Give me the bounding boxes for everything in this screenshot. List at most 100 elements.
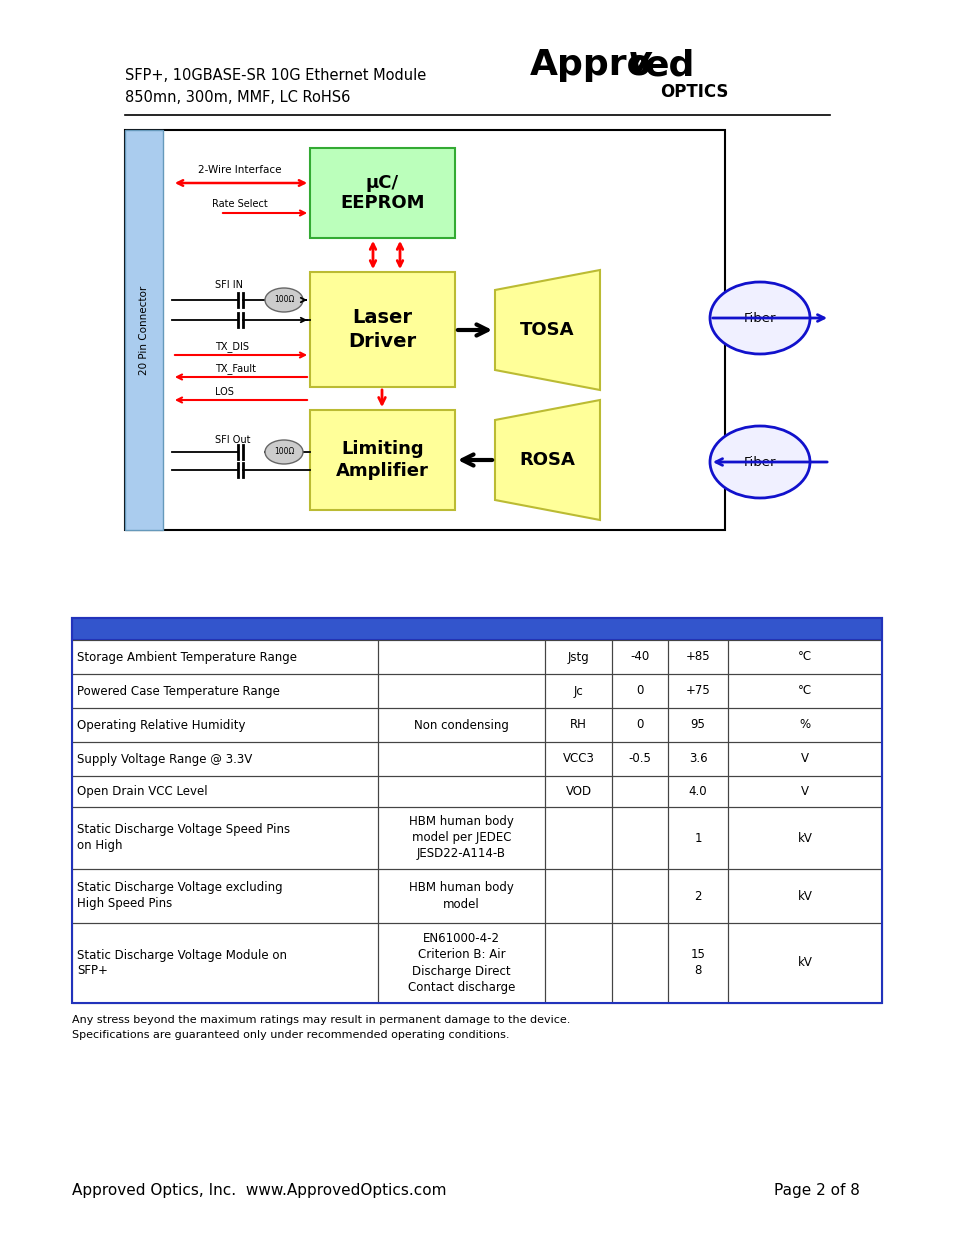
- Bar: [727, 742, 882, 776]
- Bar: [310, 148, 455, 238]
- Text: V: V: [801, 785, 808, 798]
- Bar: [544, 640, 612, 674]
- Bar: [612, 776, 667, 806]
- Bar: [612, 869, 667, 923]
- Bar: [667, 923, 727, 1003]
- Text: Operating Relative Humidity: Operating Relative Humidity: [77, 719, 245, 731]
- Text: VOD: VOD: [565, 785, 591, 798]
- Text: HBM human body
model per JEDEC
JESD22-A114-B: HBM human body model per JEDEC JESD22-A1…: [409, 815, 514, 861]
- Text: ROSA: ROSA: [519, 451, 575, 469]
- Text: RH: RH: [570, 719, 586, 731]
- Text: 95: 95: [690, 719, 704, 731]
- Bar: [71, 742, 882, 776]
- Bar: [310, 272, 455, 387]
- Bar: [71, 742, 377, 776]
- Bar: [71, 640, 882, 674]
- Text: 1: 1: [694, 831, 701, 845]
- Bar: [125, 130, 724, 530]
- Text: 100Ω: 100Ω: [274, 295, 294, 305]
- Text: Page 2 of 8: Page 2 of 8: [773, 1182, 859, 1198]
- Bar: [544, 708, 612, 742]
- Text: Laser
Driver: Laser Driver: [348, 309, 416, 351]
- Text: 0: 0: [636, 719, 643, 731]
- Bar: [727, 869, 882, 923]
- Bar: [612, 806, 667, 869]
- Bar: [71, 618, 882, 1003]
- Bar: [667, 640, 727, 674]
- Bar: [667, 674, 727, 708]
- Bar: [71, 923, 377, 1003]
- Text: 15
8: 15 8: [690, 948, 704, 977]
- Bar: [377, 776, 544, 806]
- Text: EN61000-4-2
Criterion B: Air
Discharge Direct
Contact discharge: EN61000-4-2 Criterion B: Air Discharge D…: [407, 932, 515, 993]
- Ellipse shape: [265, 288, 303, 312]
- Bar: [71, 708, 377, 742]
- Bar: [544, 742, 612, 776]
- Bar: [667, 708, 727, 742]
- Text: Fiber: Fiber: [743, 311, 776, 325]
- Text: 20 Pin Connector: 20 Pin Connector: [139, 285, 149, 374]
- Text: +85: +85: [685, 651, 710, 663]
- Text: HBM human body
model: HBM human body model: [409, 882, 514, 910]
- Bar: [71, 923, 882, 1003]
- Text: v: v: [627, 44, 651, 79]
- Bar: [667, 869, 727, 923]
- Text: ed: ed: [644, 48, 695, 82]
- Bar: [71, 776, 377, 806]
- Text: TX_Fault: TX_Fault: [214, 363, 255, 374]
- Bar: [71, 806, 377, 869]
- Ellipse shape: [709, 426, 809, 498]
- Bar: [71, 618, 882, 640]
- Bar: [377, 640, 544, 674]
- Text: kV: kV: [797, 956, 812, 969]
- Bar: [377, 923, 544, 1003]
- Bar: [727, 708, 882, 742]
- Text: kV: kV: [797, 831, 812, 845]
- Text: 850mn, 300m, MMF, LC RoHS6: 850mn, 300m, MMF, LC RoHS6: [125, 89, 350, 105]
- Bar: [71, 869, 377, 923]
- Text: Jc: Jc: [573, 684, 583, 698]
- Text: +75: +75: [685, 684, 710, 698]
- Text: V: V: [801, 752, 808, 766]
- Bar: [667, 806, 727, 869]
- Text: SFI Out: SFI Out: [214, 435, 251, 445]
- Text: 100Ω: 100Ω: [274, 447, 294, 457]
- Bar: [71, 640, 377, 674]
- Text: Powered Case Temperature Range: Powered Case Temperature Range: [77, 684, 279, 698]
- Bar: [727, 806, 882, 869]
- Text: Any stress beyond the maximum ratings may result in permanent damage to the devi: Any stress beyond the maximum ratings ma…: [71, 1015, 570, 1040]
- Text: 2-Wire Interface: 2-Wire Interface: [198, 165, 281, 175]
- Text: Open Drain VCC Level: Open Drain VCC Level: [77, 785, 208, 798]
- Bar: [727, 674, 882, 708]
- Text: °C: °C: [797, 651, 811, 663]
- Text: Static Discharge Voltage Module on
SFP+: Static Discharge Voltage Module on SFP+: [77, 948, 287, 977]
- Text: SFI IN: SFI IN: [214, 280, 243, 290]
- Text: Jstg: Jstg: [567, 651, 589, 663]
- Bar: [727, 640, 882, 674]
- Bar: [544, 776, 612, 806]
- Text: Approved Optics, Inc.  www.ApprovedOptics.com: Approved Optics, Inc. www.ApprovedOptics…: [71, 1182, 446, 1198]
- Text: 4.0: 4.0: [688, 785, 706, 798]
- Bar: [71, 806, 882, 869]
- Text: Static Discharge Voltage Speed Pins
on High: Static Discharge Voltage Speed Pins on H…: [77, 824, 290, 852]
- Text: %: %: [799, 719, 810, 731]
- Text: °C: °C: [797, 684, 811, 698]
- Bar: [71, 708, 882, 742]
- Text: TX_DIS: TX_DIS: [214, 342, 249, 352]
- Text: -40: -40: [630, 651, 649, 663]
- Text: Static Discharge Voltage excluding
High Speed Pins: Static Discharge Voltage excluding High …: [77, 882, 282, 910]
- Bar: [544, 923, 612, 1003]
- Text: -0.5: -0.5: [628, 752, 651, 766]
- Bar: [377, 869, 544, 923]
- Bar: [377, 806, 544, 869]
- Bar: [544, 674, 612, 708]
- Bar: [544, 869, 612, 923]
- Bar: [727, 776, 882, 806]
- Text: 3.6: 3.6: [688, 752, 706, 766]
- Text: Fiber: Fiber: [743, 456, 776, 468]
- Bar: [310, 410, 455, 510]
- Bar: [727, 923, 882, 1003]
- Text: μC/
EEPROM: μC/ EEPROM: [340, 174, 424, 212]
- Text: 0: 0: [636, 684, 643, 698]
- Bar: [125, 130, 163, 530]
